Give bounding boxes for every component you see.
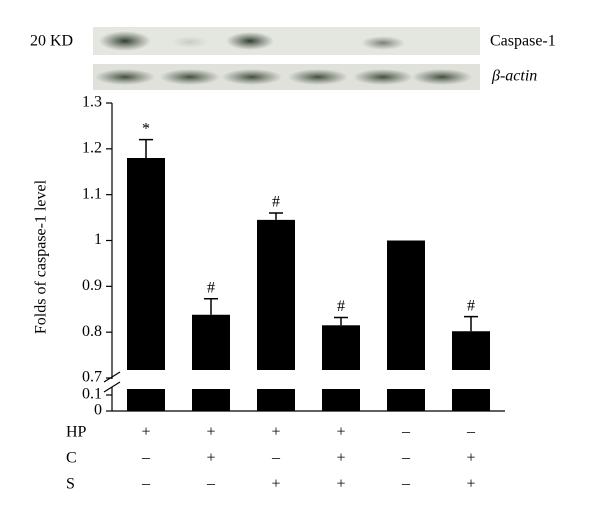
band-label: Caspase-1 bbox=[490, 33, 556, 50]
annotation: # bbox=[337, 298, 345, 315]
bar-stub bbox=[322, 389, 360, 411]
blot bbox=[93, 27, 480, 90]
y-tick-label: 0 bbox=[94, 402, 102, 419]
error-bar bbox=[269, 212, 283, 220]
treatment-sign: – bbox=[141, 450, 151, 467]
error-bar bbox=[139, 138, 153, 158]
treatment-sign: – bbox=[401, 424, 411, 441]
treatment-sign: – bbox=[401, 476, 411, 493]
bar-stub bbox=[452, 389, 490, 411]
band-label: β-actin bbox=[491, 68, 537, 85]
bar-stub bbox=[192, 389, 230, 411]
treatment-sign: + bbox=[206, 450, 215, 467]
bar bbox=[452, 331, 490, 370]
error-bar bbox=[204, 297, 218, 315]
y-tick-label: 0.1 bbox=[82, 386, 102, 403]
bar bbox=[387, 240, 425, 370]
y-tick-label: 0.7 bbox=[82, 369, 102, 386]
y-tick-label: 1.3 bbox=[82, 94, 102, 111]
treatment-sign: + bbox=[271, 476, 280, 493]
treatment-sign: + bbox=[206, 424, 215, 441]
treatment-label: HP bbox=[66, 424, 87, 441]
error-bar bbox=[464, 315, 478, 332]
y-axis-title: Folds of caspase-1 level bbox=[33, 179, 50, 334]
y-tick-label: 0.8 bbox=[82, 323, 102, 340]
bar bbox=[127, 158, 165, 370]
treatment-sign: + bbox=[336, 476, 345, 493]
bar-stub bbox=[257, 389, 295, 411]
treatment-sign: + bbox=[466, 476, 475, 493]
treatment-sign: + bbox=[336, 450, 345, 467]
y-tick-label: 1 bbox=[94, 231, 102, 248]
bar-stub bbox=[387, 389, 425, 411]
annotation: # bbox=[207, 279, 215, 296]
treatment-sign: + bbox=[141, 424, 150, 441]
annotation: # bbox=[272, 194, 280, 211]
treatment-sign: + bbox=[336, 424, 345, 441]
y-tick-label: 1.1 bbox=[82, 185, 102, 202]
treatment-label: C bbox=[66, 450, 77, 467]
annotation: * bbox=[142, 120, 150, 137]
y-tick-label: 1.2 bbox=[82, 140, 102, 157]
treatment-sign: – bbox=[271, 450, 281, 467]
treatment-sign: + bbox=[271, 424, 280, 441]
treatment-sign: – bbox=[466, 424, 476, 441]
bar bbox=[257, 219, 295, 370]
bar-stub bbox=[127, 389, 165, 411]
treatment-sign: – bbox=[206, 476, 216, 493]
treatment-sign: – bbox=[401, 450, 411, 467]
treatment-sign: + bbox=[466, 450, 475, 467]
y-tick-label: 0.9 bbox=[82, 277, 102, 294]
error-bar bbox=[334, 316, 348, 326]
treatment-label: S bbox=[66, 476, 75, 493]
annotation: # bbox=[467, 297, 475, 314]
bar bbox=[192, 314, 230, 370]
treatment-sign: – bbox=[141, 476, 151, 493]
size-label: 20 KD bbox=[30, 33, 73, 50]
bar bbox=[322, 325, 360, 370]
